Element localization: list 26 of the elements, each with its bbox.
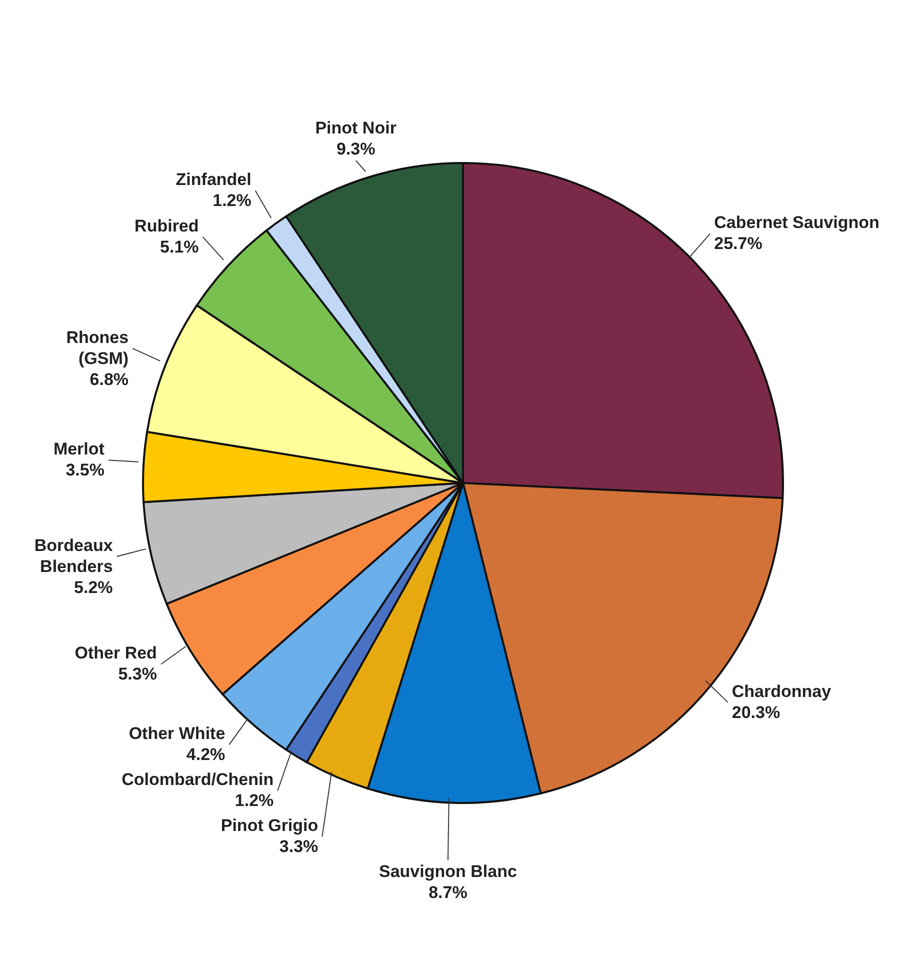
data-label: 3.5% bbox=[66, 460, 104, 480]
slice-label: Bordeaux Blenders bbox=[34, 536, 114, 576]
data-label: 4.2% bbox=[186, 745, 226, 764]
slice-label: Sauvignon Blanc bbox=[379, 862, 517, 882]
slice-label: Pinot Grigio bbox=[220, 816, 318, 836]
slice-label: Pinot Noir bbox=[315, 118, 397, 138]
data-label: 1.2% bbox=[212, 191, 252, 210]
slice-label: Rubired bbox=[134, 216, 199, 236]
data-label: 3.3% bbox=[279, 837, 318, 856]
slice-label: Rhones (GSM) bbox=[66, 328, 129, 368]
data-label: 8.7% bbox=[428, 883, 468, 902]
slice-label: Cabernet Sauvignon bbox=[714, 213, 880, 232]
data-label: 20.3% bbox=[732, 702, 780, 722]
data-label: 5.1% bbox=[160, 237, 199, 256]
slice-label: Chardonnay bbox=[732, 682, 832, 701]
slice-label: Other Red bbox=[74, 644, 157, 663]
data-label: 9.3% bbox=[336, 140, 376, 159]
slice-label: Colombard/Chenin bbox=[122, 770, 274, 790]
data-label: 6.8% bbox=[90, 370, 129, 389]
data-label: 5.2% bbox=[74, 578, 113, 597]
slice-label: Other White bbox=[128, 724, 226, 744]
data-label: 25.7% bbox=[714, 234, 762, 254]
slice-label: Zinfandel bbox=[176, 170, 252, 190]
slice-label: Merlot bbox=[53, 440, 105, 459]
data-label: 1.2% bbox=[234, 791, 274, 810]
data-label: 5.3% bbox=[118, 664, 157, 684]
